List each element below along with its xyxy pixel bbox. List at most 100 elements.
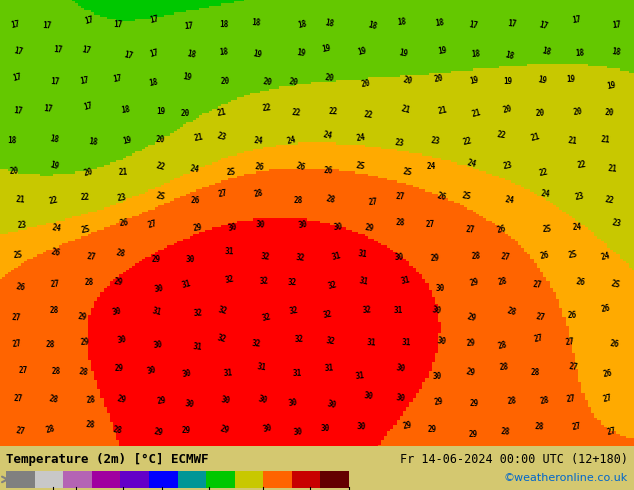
Text: 29: 29 <box>470 399 479 408</box>
Text: 30: 30 <box>395 393 406 403</box>
Text: 31: 31 <box>355 371 365 381</box>
Text: 18: 18 <box>366 20 378 31</box>
Text: 18: 18 <box>541 46 552 57</box>
Text: 32: 32 <box>261 252 271 262</box>
Text: 31: 31 <box>151 306 162 317</box>
Text: 19: 19 <box>156 107 165 117</box>
Bar <box>292 471 320 488</box>
Text: 29: 29 <box>156 395 167 406</box>
Text: 28: 28 <box>497 340 508 351</box>
Text: 21: 21 <box>193 133 204 144</box>
Text: 17: 17 <box>53 45 63 55</box>
Text: 29: 29 <box>152 255 161 264</box>
Text: 30: 30 <box>321 423 330 433</box>
Text: 28: 28 <box>471 251 481 261</box>
Text: 26: 26 <box>191 196 200 205</box>
Bar <box>235 471 263 488</box>
Text: 31: 31 <box>358 276 369 287</box>
Text: 28: 28 <box>48 394 58 405</box>
Text: 28: 28 <box>507 306 518 318</box>
Text: 30: 30 <box>112 306 122 317</box>
Text: 27: 27 <box>533 280 543 290</box>
Text: 27: 27 <box>49 279 60 289</box>
Text: 32: 32 <box>217 305 228 316</box>
Text: 17: 17 <box>612 20 622 30</box>
Text: 31: 31 <box>394 306 403 315</box>
Text: 21: 21 <box>600 135 611 144</box>
Text: 32: 32 <box>295 253 305 263</box>
Text: 20: 20 <box>573 107 583 117</box>
Text: 25: 25 <box>461 191 472 201</box>
Text: 27: 27 <box>535 312 545 322</box>
Text: 24: 24 <box>600 251 611 262</box>
Text: 29: 29 <box>115 364 124 373</box>
Text: 28: 28 <box>86 395 96 405</box>
Text: 27: 27 <box>15 426 25 437</box>
Text: 21: 21 <box>15 195 25 204</box>
Text: 29: 29 <box>465 367 476 377</box>
Text: 18: 18 <box>397 17 407 27</box>
Text: 24: 24 <box>540 189 550 198</box>
Text: 26: 26 <box>255 163 265 172</box>
Text: 30: 30 <box>117 335 127 345</box>
Text: 26: 26 <box>49 247 61 258</box>
Text: 18: 18 <box>324 18 335 28</box>
Bar <box>6 471 35 488</box>
Text: 28: 28 <box>52 367 61 376</box>
Text: 24: 24 <box>572 222 582 232</box>
Text: 30: 30 <box>297 220 308 230</box>
Text: 18: 18 <box>120 105 131 115</box>
Text: 20: 20 <box>10 166 19 175</box>
Text: 30: 30 <box>288 397 299 408</box>
Text: 23: 23 <box>611 218 622 229</box>
Text: 28: 28 <box>50 306 59 315</box>
Text: 22: 22 <box>155 161 166 172</box>
Text: 25: 25 <box>81 224 91 235</box>
Text: 17: 17 <box>507 19 517 29</box>
Text: 18: 18 <box>504 50 515 61</box>
Text: 30: 30 <box>226 222 238 233</box>
Text: 17: 17 <box>148 48 159 58</box>
Text: 27: 27 <box>368 197 378 207</box>
Text: 30: 30 <box>186 255 195 264</box>
Text: 28: 28 <box>498 276 508 287</box>
Text: 27: 27 <box>465 224 476 234</box>
Text: 22: 22 <box>292 108 301 118</box>
Text: 29: 29 <box>193 223 204 233</box>
Text: 25: 25 <box>611 279 621 290</box>
Text: 17: 17 <box>12 73 23 83</box>
Text: 32: 32 <box>325 336 335 346</box>
Text: 17: 17 <box>43 104 53 114</box>
Text: 23: 23 <box>216 132 227 143</box>
Text: 27: 27 <box>19 366 28 375</box>
Text: 19: 19 <box>537 75 548 85</box>
Text: 18: 18 <box>297 20 308 30</box>
Text: 28: 28 <box>85 420 95 430</box>
Text: 27: 27 <box>217 188 228 199</box>
Text: 26: 26 <box>436 192 447 202</box>
Text: 27: 27 <box>12 313 22 322</box>
Text: 19: 19 <box>320 44 331 54</box>
Text: 30: 30 <box>262 423 273 434</box>
Text: Fr 14-06-2024 00:00 UTC (12+180): Fr 14-06-2024 00:00 UTC (12+180) <box>399 453 628 466</box>
Text: 21: 21 <box>471 108 482 119</box>
Text: 17: 17 <box>82 101 94 112</box>
Text: 20: 20 <box>262 77 273 87</box>
Text: 30: 30 <box>220 395 231 405</box>
Text: 20: 20 <box>604 108 614 118</box>
Text: 28: 28 <box>44 424 56 435</box>
Text: 27: 27 <box>11 339 22 349</box>
Text: 30: 30 <box>256 220 265 229</box>
Text: 29: 29 <box>428 425 437 434</box>
Text: 21: 21 <box>567 136 578 146</box>
Text: 17: 17 <box>149 14 160 25</box>
Text: 27: 27 <box>606 427 617 438</box>
Text: 23: 23 <box>117 193 127 203</box>
Text: 24: 24 <box>356 133 366 144</box>
Text: 29: 29 <box>81 338 91 347</box>
Text: 32: 32 <box>261 312 272 323</box>
Bar <box>63 471 92 488</box>
Text: 31: 31 <box>330 251 342 262</box>
Text: 26: 26 <box>602 368 612 379</box>
Text: 26: 26 <box>119 218 129 228</box>
